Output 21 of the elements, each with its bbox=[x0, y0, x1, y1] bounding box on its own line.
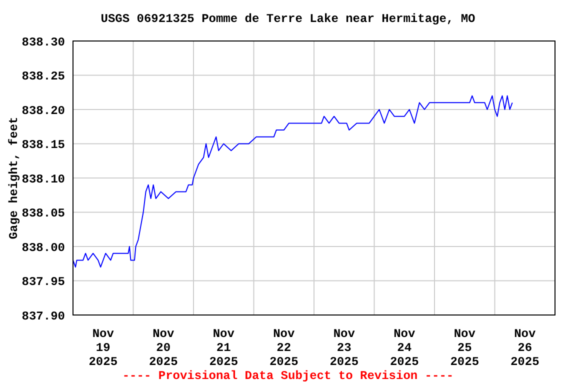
y-tick-label: 838.25 bbox=[22, 70, 65, 84]
x-tick-label: Nov 25 2025 bbox=[450, 327, 480, 369]
x-tick-label: Nov 26 2025 bbox=[510, 327, 540, 369]
x-tick-label: Nov 19 2025 bbox=[88, 327, 118, 369]
y-tick-label: 838.20 bbox=[22, 104, 65, 118]
y-tick-label: 838.05 bbox=[22, 206, 65, 221]
y-tick-label: 838.10 bbox=[22, 172, 65, 186]
y-tick-label: 837.90 bbox=[22, 309, 65, 324]
chart-title: USGS 06921325 Pomme de Terre Lake near Hermitage, MO bbox=[100, 12, 476, 26]
x-tick-label: Nov 23 2025 bbox=[330, 327, 359, 369]
x-tick-label: Nov 21 2025 bbox=[209, 327, 238, 369]
y-tick-label: 838.15 bbox=[22, 138, 65, 152]
y-tick-label: 838.00 bbox=[22, 240, 65, 255]
y-tick-label: 838.30 bbox=[22, 35, 65, 50]
x-tick-label: Nov 24 2025 bbox=[390, 327, 419, 369]
line-series bbox=[73, 95, 513, 268]
x-tick-label: Nov 20 2025 bbox=[148, 327, 178, 369]
y-axis-title: Gage height, feet bbox=[7, 116, 21, 240]
text: ---- Provisional Data Subject to Revision ---- bbox=[121, 369, 455, 383]
y-tick-label: 837.95 bbox=[22, 275, 65, 290]
x-tick-label: Nov 22 2025 bbox=[269, 327, 298, 369]
